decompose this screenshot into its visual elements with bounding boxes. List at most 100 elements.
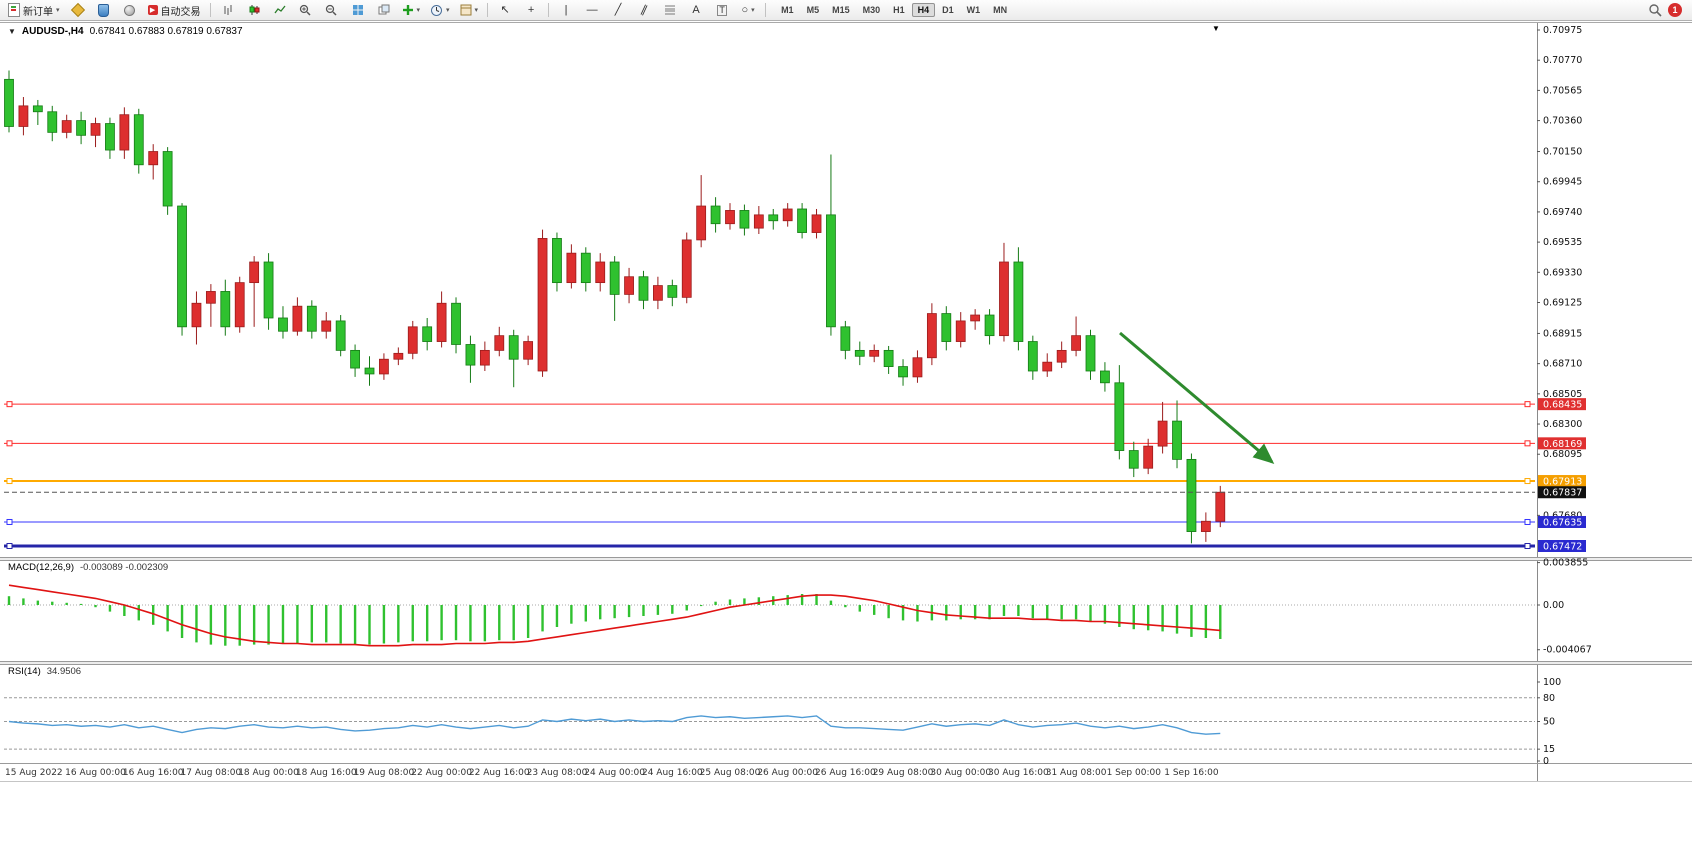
toolbar: 新订单 ▾ ▶ 自动交易 ▾ ▾ ▾ ↖ + | — ╱: [0, 0, 1692, 21]
timeframe-M30[interactable]: M30: [862, 5, 881, 15]
text-icon: A: [692, 3, 700, 16]
svg-text:0.68710: 0.68710: [1543, 359, 1582, 370]
template-icon: [460, 4, 472, 16]
svg-text:100: 100: [1543, 677, 1561, 688]
line-handle[interactable]: [6, 518, 13, 525]
panel-splitter[interactable]: [0, 557, 1692, 561]
panel-splitter[interactable]: [0, 661, 1692, 665]
line-handle[interactable]: [6, 543, 13, 549]
timeframe-M1[interactable]: M1: [781, 5, 794, 15]
vertical-line-button[interactable]: |: [554, 1, 578, 20]
cursor-button[interactable]: ↖: [493, 1, 517, 20]
line-handle[interactable]: [1524, 543, 1531, 549]
svg-text:0.67680: 0.67680: [1543, 510, 1582, 521]
svg-text:22 Aug 16:00: 22 Aug 16:00: [469, 768, 530, 778]
compass-icon: [70, 2, 85, 18]
timeframe-group: M1 M5 M15 M30 H1 H4 D1 W1 MN: [775, 3, 1013, 17]
chevron-down-icon: ▾: [474, 6, 479, 14]
line-handle[interactable]: [1524, 518, 1531, 525]
svg-text:0.70565: 0.70565: [1543, 85, 1582, 96]
svg-text:0.68505: 0.68505: [1543, 389, 1582, 400]
timeframe-M15[interactable]: M15: [832, 5, 850, 15]
cascade-windows-button[interactable]: [372, 1, 396, 20]
svg-text:18 Aug 00:00: 18 Aug 00:00: [238, 768, 299, 778]
svg-text:17 Aug 08:00: 17 Aug 08:00: [181, 768, 242, 778]
add-indicator-icon: [402, 5, 413, 15]
svg-text:0.67837: 0.67837: [1543, 488, 1582, 499]
rsi-header: RSI(14) 34.9506: [8, 666, 81, 677]
line-handle[interactable]: [6, 440, 13, 447]
cursor-icon: ↖: [500, 3, 510, 16]
bar-chart-icon: [224, 5, 232, 15]
svg-text:1 Sep 16:00: 1 Sep 16:00: [1164, 768, 1219, 778]
line-chart-icon: [273, 5, 286, 14]
notification-badge[interactable]: 1: [1668, 3, 1682, 17]
new-order-button[interactable]: 新订单 ▾: [4, 1, 64, 20]
horizontal-line-button[interactable]: —: [580, 1, 604, 20]
indicators-button[interactable]: ▾: [398, 1, 425, 20]
timeframe-H4[interactable]: H4: [911, 3, 936, 17]
compass-button[interactable]: [66, 1, 90, 20]
chevron-down-icon: ▾: [751, 6, 755, 14]
line-handle[interactable]: [6, 478, 13, 485]
bar-chart-button[interactable]: [216, 1, 240, 20]
fibonacci-icon: [665, 5, 676, 15]
price-chart[interactable]: [4, 70, 1535, 549]
trendline-button[interactable]: ╱: [606, 1, 630, 20]
label-button[interactable]: T: [710, 1, 734, 20]
collapse-icon[interactable]: ▼: [8, 27, 16, 36]
timeframe-W1[interactable]: W1: [966, 5, 981, 15]
zoom-out-button[interactable]: [320, 1, 344, 20]
svg-text:0: 0: [1543, 756, 1549, 767]
price-tag: [1538, 437, 1586, 450]
line-handle[interactable]: [1524, 478, 1531, 485]
svg-text:0.00: 0.00: [1543, 600, 1564, 611]
rsi-panel[interactable]: [8, 715, 1221, 735]
svg-text:26 Aug 00:00: 26 Aug 00:00: [757, 768, 818, 778]
tile-windows-button[interactable]: [346, 1, 370, 20]
auto-trading-label: 自动交易: [160, 6, 201, 18]
crosshair-button[interactable]: +: [519, 1, 543, 20]
ellipse-icon: ○: [741, 3, 749, 16]
svg-text:0.69535: 0.69535: [1543, 237, 1582, 248]
svg-text:16 Aug 16:00: 16 Aug 16:00: [123, 768, 184, 778]
timeframe-D1[interactable]: D1: [942, 5, 954, 15]
timeframe-M5[interactable]: M5: [806, 5, 820, 15]
timeframe-MN[interactable]: MN: [993, 5, 1008, 15]
line-chart-button[interactable]: [268, 1, 292, 20]
channel-button[interactable]: ∥: [632, 1, 656, 20]
svg-text:0.70360: 0.70360: [1543, 116, 1582, 127]
svg-text:26 Aug 16:00: 26 Aug 16:00: [815, 768, 876, 778]
search-icon[interactable]: [1648, 3, 1662, 17]
trend-arrow[interactable]: [1119, 331, 1275, 464]
candlestick-chart-button[interactable]: [242, 1, 266, 20]
line-handle[interactable]: [1524, 401, 1531, 408]
fibonacci-button[interactable]: [658, 1, 682, 20]
auto-trading-button[interactable]: ▶ 自动交易: [144, 1, 205, 20]
shift-marker-icon[interactable]: ▼: [1212, 24, 1220, 33]
line-handle[interactable]: [6, 401, 13, 408]
auto-trading-icon: ▶: [147, 5, 158, 15]
rsi-label: RSI(14): [8, 666, 41, 677]
svg-text:29 Aug 08:00: 29 Aug 08:00: [873, 768, 934, 778]
periods-button[interactable]: ▾: [426, 1, 454, 20]
line-handle[interactable]: [1524, 440, 1531, 447]
price-tag: [1538, 398, 1586, 411]
svg-text:0.67913: 0.67913: [1543, 477, 1582, 488]
svg-text:80: 80: [1543, 693, 1555, 704]
text-button[interactable]: A: [684, 1, 708, 20]
toolbar-right: 1: [1648, 3, 1688, 17]
svg-text:0.003855: 0.003855: [1543, 558, 1588, 569]
separator: [209, 3, 211, 17]
community-button[interactable]: [118, 1, 142, 20]
shapes-button[interactable]: ○ ▾: [736, 1, 760, 20]
template-button[interactable]: ▾: [456, 1, 483, 20]
depth-of-market-button[interactable]: [92, 1, 116, 20]
svg-text:0.69330: 0.69330: [1543, 267, 1582, 278]
macd-panel[interactable]: [7, 584, 1222, 647]
timeframe-H1[interactable]: H1: [893, 5, 905, 15]
zoom-in-button[interactable]: [294, 1, 318, 20]
